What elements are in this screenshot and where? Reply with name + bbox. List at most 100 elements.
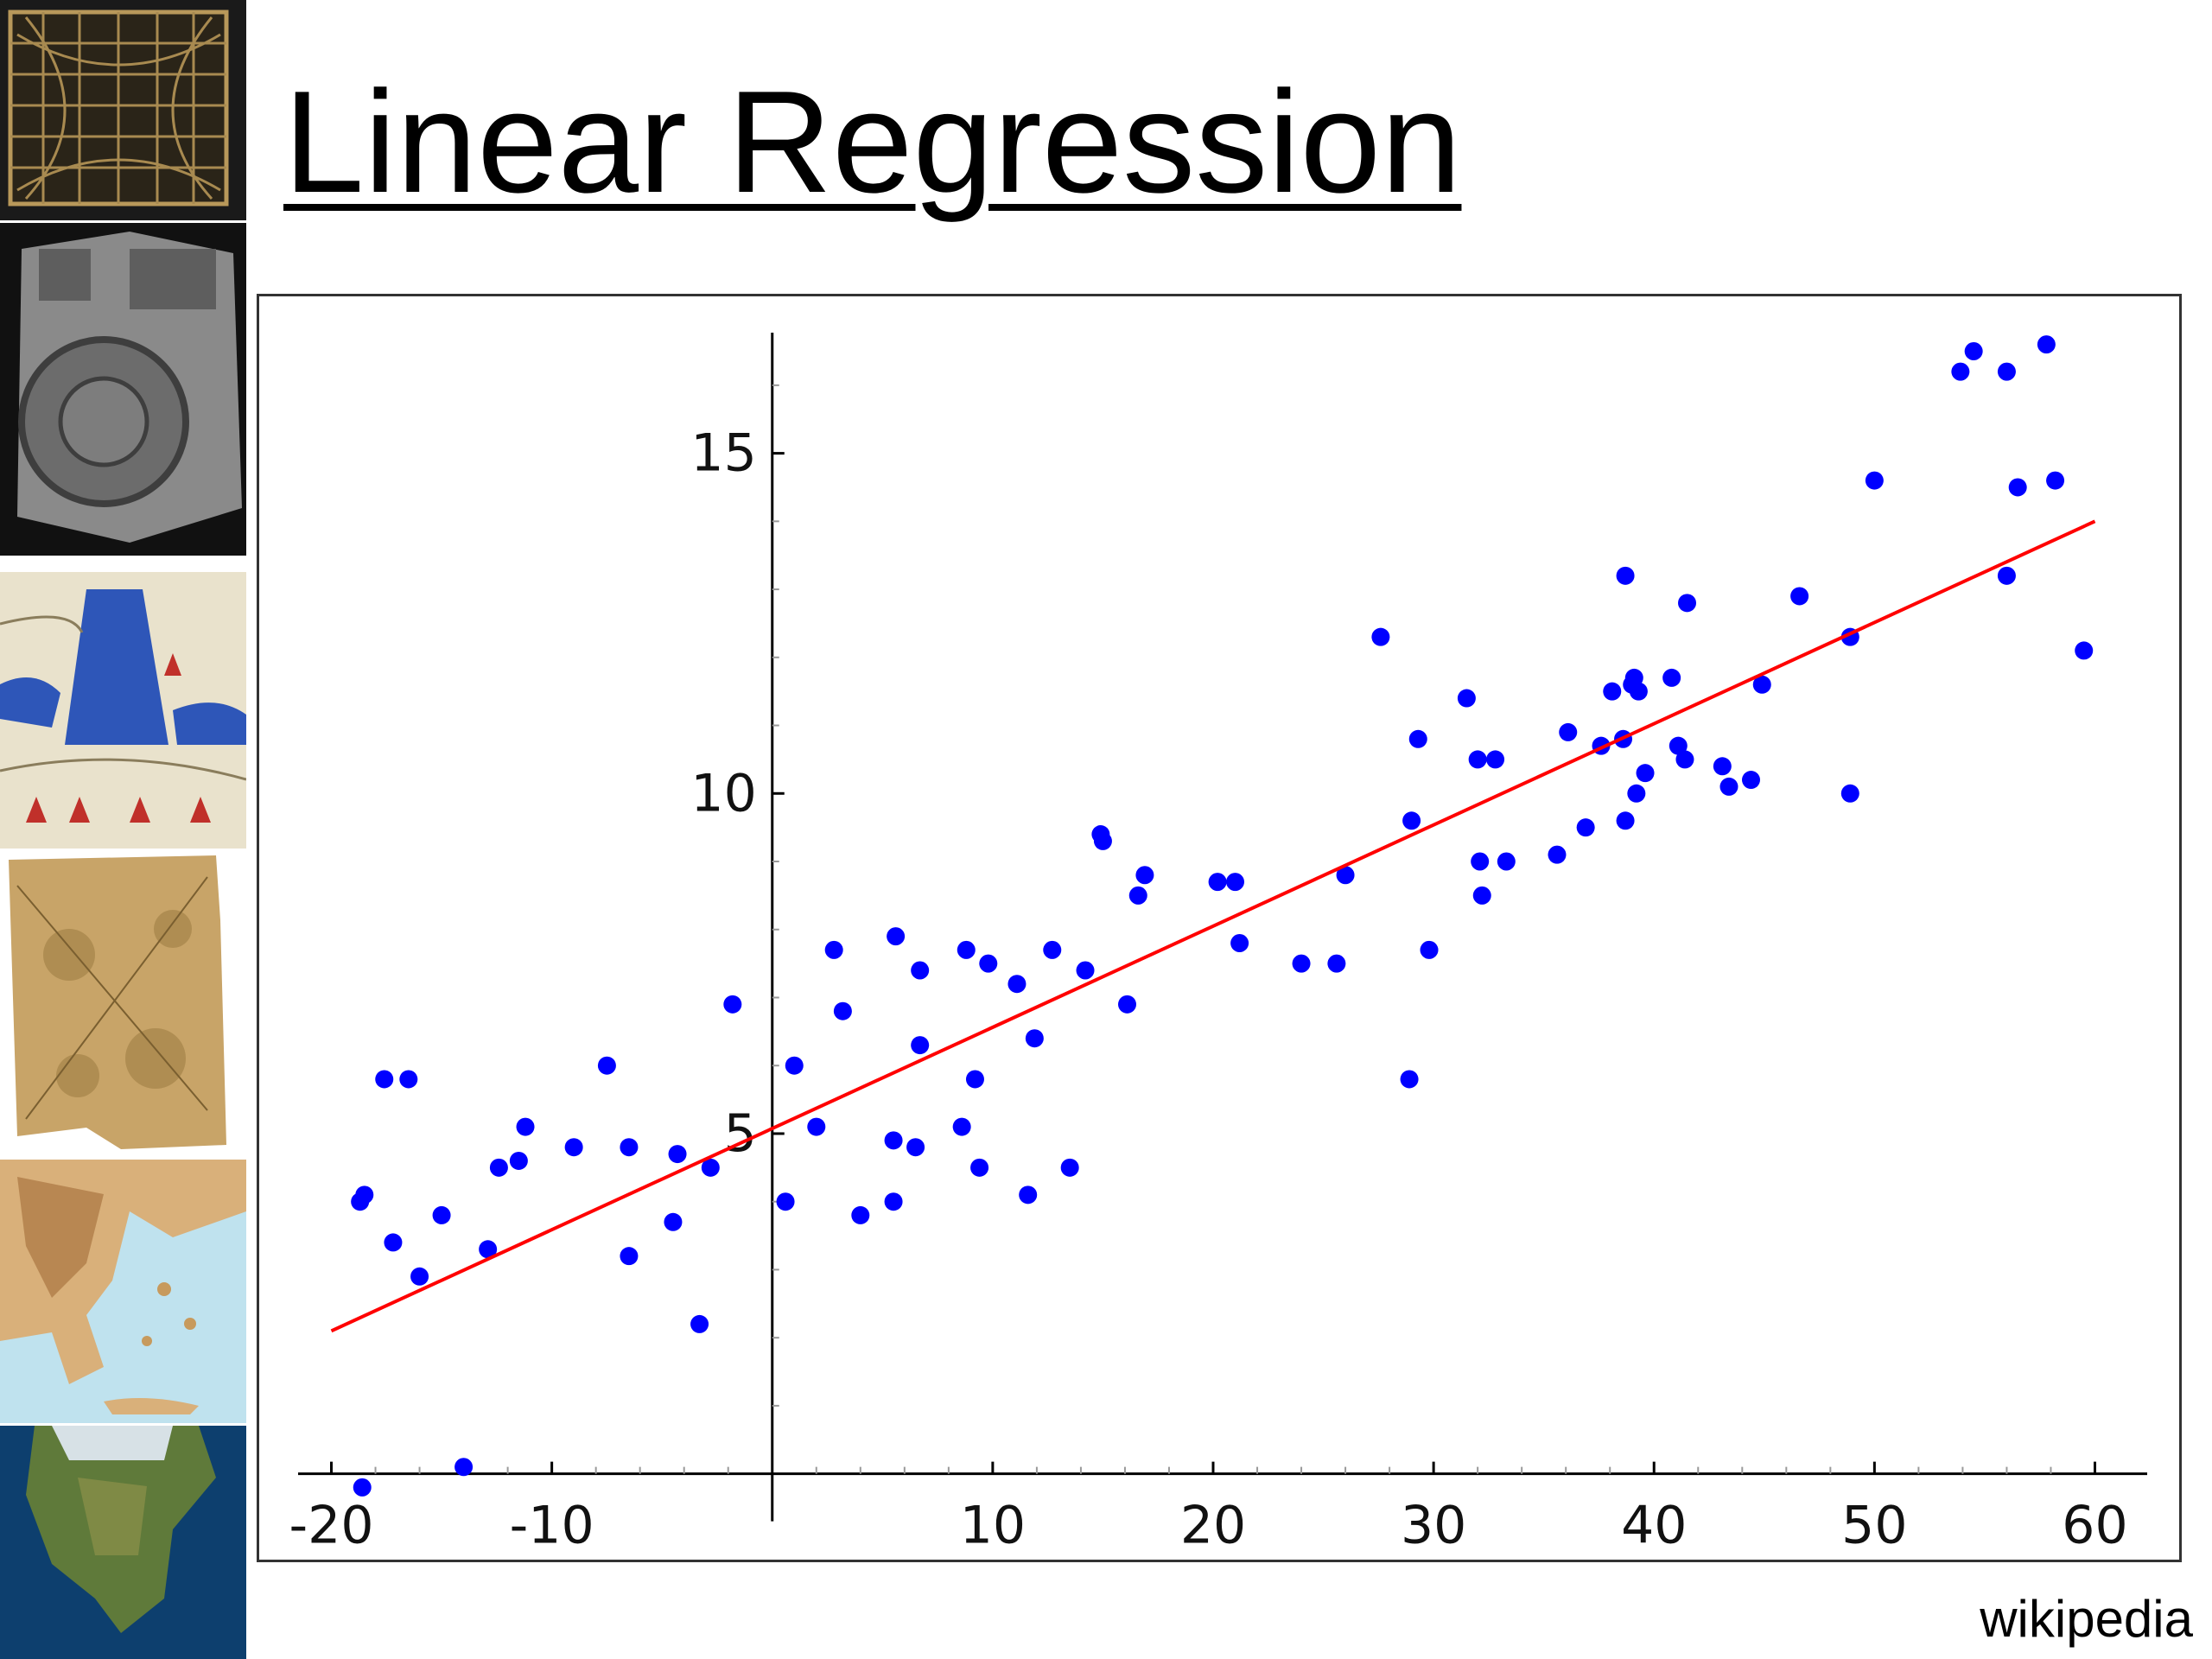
x-tick-label: -10	[510, 1496, 594, 1556]
data-point	[1292, 954, 1311, 973]
regression-line	[330, 519, 2096, 1333]
data-point	[1636, 764, 1655, 783]
data-point	[2037, 335, 2056, 354]
x-tick-label: -20	[289, 1496, 374, 1556]
data-point	[911, 1036, 930, 1055]
data-point	[1060, 1158, 1079, 1177]
data-point	[1420, 940, 1439, 959]
data-point	[1741, 771, 1760, 790]
x-tick-label: 60	[2062, 1496, 2127, 1556]
data-point	[1043, 940, 1062, 959]
data-point	[516, 1117, 535, 1136]
data-point	[1019, 1185, 1038, 1205]
data-point	[2008, 478, 2027, 497]
data-point	[965, 1070, 984, 1089]
data-point	[1093, 831, 1112, 850]
data-point	[833, 1001, 852, 1020]
data-point	[1408, 729, 1427, 748]
x-tick-label: 30	[1401, 1496, 1466, 1556]
x-tick-label: 20	[1180, 1496, 1246, 1556]
data-point	[851, 1205, 870, 1224]
data-point	[1076, 961, 1095, 980]
data-point	[353, 1478, 372, 1497]
parchment-map-image	[0, 851, 246, 1154]
data-point	[952, 1117, 971, 1136]
data-point	[1840, 784, 1859, 803]
data-point	[620, 1138, 639, 1157]
data-point	[564, 1138, 583, 1157]
data-point	[1025, 1029, 1044, 1048]
data-point	[723, 995, 742, 1014]
greece-relief-map-image	[0, 1160, 246, 1423]
data-point	[979, 954, 998, 973]
data-point	[1616, 811, 1635, 830]
data-point	[957, 940, 976, 959]
data-point	[384, 1233, 403, 1252]
data-point	[1559, 722, 1578, 741]
data-point	[1208, 873, 1227, 892]
data-point	[432, 1205, 451, 1224]
scatter-chart: -20 -10 10 20 30 40 50 60 5 10 15	[257, 294, 2182, 1562]
data-point	[1627, 784, 1646, 803]
data-point	[1629, 682, 1648, 701]
grid-map-image	[0, 0, 246, 220]
scatter-chart-svg: -20 -10 10 20 30 40 50 60 5 10 15	[289, 333, 2147, 1556]
data-point	[1997, 362, 2016, 381]
data-point	[1865, 471, 1884, 490]
data-point	[1336, 866, 1355, 885]
data-point	[1675, 750, 1694, 769]
data-point	[690, 1314, 709, 1333]
data-point	[884, 1192, 903, 1211]
clay-tablet-map-image	[0, 223, 246, 556]
data-point	[489, 1158, 508, 1177]
data-point	[1128, 886, 1147, 905]
data-point	[620, 1247, 639, 1266]
data-point	[1486, 750, 1505, 769]
data-point	[776, 1192, 795, 1211]
data-point	[1997, 566, 2016, 585]
slide-title: Linear Regression	[283, 60, 1462, 223]
data-point	[1226, 873, 1245, 892]
x-tick-label: 40	[1621, 1496, 1687, 1556]
data-point	[785, 1056, 804, 1075]
data-point	[1400, 1070, 1419, 1089]
y-tick-label: 15	[690, 423, 756, 484]
data-point	[1327, 954, 1346, 973]
data-point	[911, 961, 930, 980]
data-point	[664, 1212, 683, 1231]
data-point	[2046, 471, 2065, 490]
data-point	[1548, 845, 1567, 864]
data-point	[1964, 341, 1983, 360]
data-point	[1371, 627, 1390, 646]
data-point	[1468, 750, 1487, 769]
y-tick-label: 10	[690, 763, 756, 823]
data-point	[1402, 811, 1421, 830]
data-point	[701, 1158, 720, 1177]
data-point	[355, 1185, 374, 1205]
data-point	[1752, 675, 1771, 694]
data-point	[824, 940, 843, 959]
data-point	[1951, 362, 1970, 381]
data-point	[1669, 736, 1688, 755]
data-point	[1603, 682, 1622, 701]
illustrated-map-image	[0, 572, 246, 849]
data-point	[375, 1070, 394, 1089]
data-point	[1007, 975, 1027, 994]
data-point	[1471, 852, 1490, 871]
data-point	[887, 927, 906, 946]
data-point	[1662, 668, 1681, 687]
y-tick-label: 5	[724, 1103, 757, 1164]
data-point	[597, 1056, 616, 1075]
data-point	[1497, 852, 1516, 871]
data-point	[668, 1145, 687, 1164]
data-point	[1713, 757, 1732, 776]
data-point	[509, 1151, 528, 1170]
data-point	[906, 1138, 925, 1157]
north-america-globe-image	[0, 1426, 246, 1659]
data-point	[454, 1458, 474, 1477]
data-point	[970, 1158, 989, 1177]
data-point	[1678, 594, 1697, 613]
x-tick-label: 10	[960, 1496, 1026, 1556]
x-tick-label: 50	[1841, 1496, 1907, 1556]
